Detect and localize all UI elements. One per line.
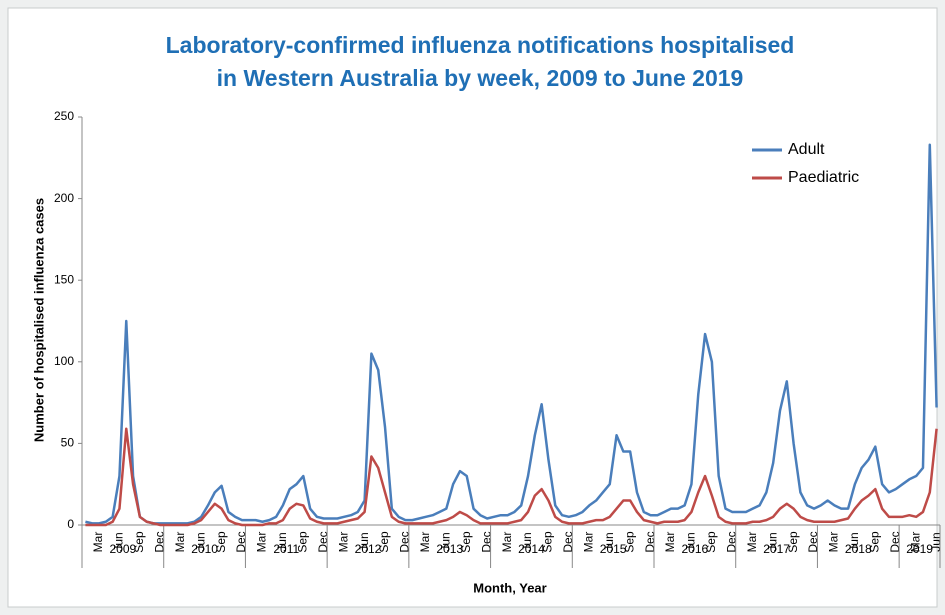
x-tick-label: Dec xyxy=(316,531,330,552)
x-tick-label: Sep xyxy=(704,531,718,553)
y-axis-title: Number of hospitalised influenza cases xyxy=(31,198,46,442)
x-tick-label: Jun xyxy=(520,532,534,551)
y-tick-label: 50 xyxy=(61,436,75,450)
year-label: 2019 xyxy=(906,542,933,556)
x-tick-label: Jun xyxy=(112,532,126,551)
series-line xyxy=(85,143,938,525)
x-tick-label: Dec xyxy=(479,531,493,552)
x-tick-label: Dec xyxy=(724,531,738,552)
x-tick-label: Mar xyxy=(827,532,841,553)
x-tick-label: Jun xyxy=(602,532,616,551)
x-tick-label: Jun xyxy=(929,532,943,551)
y-tick-label: 150 xyxy=(54,272,74,286)
year-label: 2015 xyxy=(600,542,627,556)
year-label: 2011 xyxy=(273,542,299,556)
x-axis-title: Month, Year xyxy=(473,580,546,595)
year-label: 2018 xyxy=(845,542,872,556)
year-label: 2010 xyxy=(191,542,218,556)
x-tick-label: Mar xyxy=(336,532,350,553)
year-label: 2009 xyxy=(110,542,137,556)
x-tick-label: Mar xyxy=(418,532,432,553)
frame xyxy=(7,7,938,608)
year-label: 2012 xyxy=(355,542,382,556)
x-tick-label: Dec xyxy=(643,531,657,552)
x-tick-label: Mar xyxy=(581,532,595,553)
x-tick-label: Mar xyxy=(908,532,922,553)
y-tick-label: 200 xyxy=(54,191,74,205)
x-tick-label: Sep xyxy=(867,531,881,553)
x-tick-label: Sep xyxy=(295,531,309,553)
x-tick-label: Jun xyxy=(765,532,779,551)
x-tick-label: Sep xyxy=(132,531,146,553)
x-tick-label: Dec xyxy=(234,531,248,552)
x-tick-label: Sep xyxy=(541,531,555,553)
x-tick-label: Sep xyxy=(622,531,636,553)
x-tick-label: Jun xyxy=(438,532,452,551)
x-tick-label: Mar xyxy=(500,532,514,553)
y-tick-label: 250 xyxy=(54,109,74,123)
x-tick-label: Jun xyxy=(357,532,371,551)
x-tick-label: Jun xyxy=(847,532,861,551)
x-tick-label: Dec xyxy=(888,531,902,552)
x-tick-label: Jun xyxy=(684,532,698,551)
y-tick-label: 0 xyxy=(67,517,74,531)
x-tick-label: Mar xyxy=(255,532,269,553)
x-tick-label: Sep xyxy=(377,531,391,553)
x-tick-label: Mar xyxy=(173,532,187,553)
x-tick-label: Dec xyxy=(398,531,412,552)
x-tick-label: Dec xyxy=(561,531,575,552)
x-tick-label: Mar xyxy=(91,532,105,553)
x-tick-label: Dec xyxy=(152,531,166,552)
x-tick-label: Sep xyxy=(786,531,800,553)
x-tick-label: Sep xyxy=(459,531,473,553)
year-label: 2013 xyxy=(436,542,463,556)
chart-title: in Western Australia by week, 2009 to Ju… xyxy=(217,65,744,91)
x-tick-label: Jun xyxy=(275,532,289,551)
legend-label: Paediatric xyxy=(788,169,859,186)
x-tick-label: Mar xyxy=(663,532,677,553)
series-line xyxy=(85,427,938,527)
year-label: 2017 xyxy=(763,542,790,556)
year-label: 2014 xyxy=(518,542,545,556)
year-label: 2016 xyxy=(682,542,709,556)
x-tick-label: Mar xyxy=(745,532,759,553)
x-tick-label: Sep xyxy=(214,531,228,553)
legend-label: Adult xyxy=(788,141,825,158)
x-tick-label: Jun xyxy=(193,532,207,551)
y-tick-label: 100 xyxy=(54,354,74,368)
x-tick-label: Dec xyxy=(806,531,820,552)
chart-title: Laboratory-confirmed influenza notificat… xyxy=(166,32,795,58)
